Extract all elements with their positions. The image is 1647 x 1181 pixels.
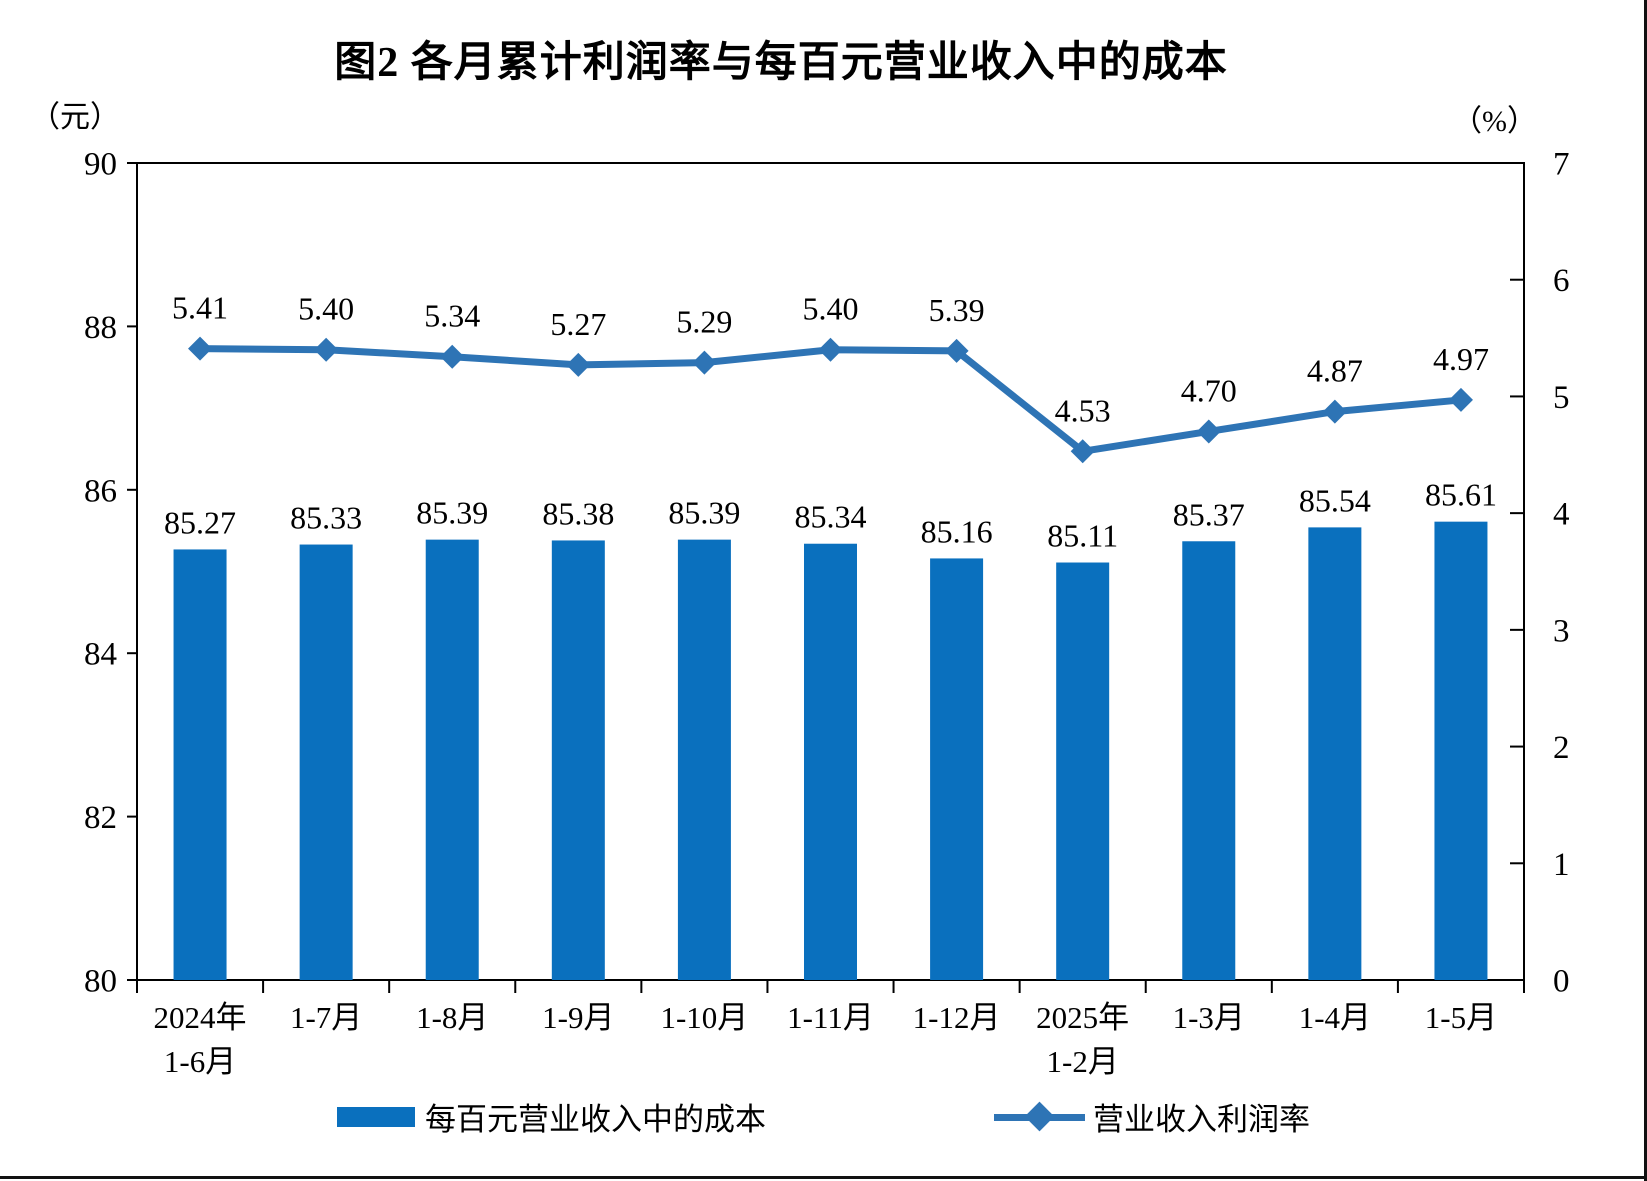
line-data-label: 4.53 [1055, 392, 1111, 428]
right-axis-tick-label: 2 [1553, 730, 1570, 766]
left-axis-tick-label: 88 [84, 310, 117, 346]
x-axis-category-label: 1-6月 [164, 1044, 236, 1079]
page-bottom-border [0, 1176, 1647, 1179]
bar [551, 540, 605, 980]
bar [677, 539, 731, 980]
bar [1056, 562, 1110, 980]
line-data-label: 5.29 [676, 304, 732, 340]
x-axis-category-label: 1-10月 [660, 1000, 748, 1035]
line-diamond-marker-icon [944, 338, 969, 363]
bar-data-label: 85.34 [795, 499, 867, 535]
x-axis-category-label: 1-5月 [1425, 1000, 1497, 1035]
right-axis: 7 6 5 4 3 2 1 0 [1510, 147, 1570, 1000]
right-axis-tick-label: 3 [1553, 613, 1570, 649]
x-axis-category-label: 1-11月 [787, 1000, 874, 1035]
x-axis-category-label: 1-2月 [1047, 1044, 1119, 1079]
bar-data-label: 85.61 [1425, 477, 1497, 513]
x-axis: 2024年 1-6月 1-7月 1-8月 1-9月 1-10月 1-11月 1-12月 2025… [136, 980, 1525, 1079]
left-axis-tick-label: 82 [84, 800, 117, 836]
line-path [200, 345, 1462, 455]
line-data-label: 5.27 [550, 306, 606, 342]
bar [425, 539, 479, 980]
line-diamond-marker-icon [188, 336, 213, 361]
page-right-border [1644, 0, 1647, 1181]
left-axis-unit-label: （元） [30, 101, 120, 134]
chart-title: 图2 各月累计利润率与每百元营业收入中的成本 [334, 40, 1228, 86]
left-axis-tick-label: 90 [84, 147, 117, 183]
line-diamond-marker-icon [566, 352, 591, 377]
line-diamond-marker-icon [1322, 399, 1347, 424]
right-axis-tick-label: 1 [1553, 847, 1570, 883]
bar-data-label: 85.11 [1047, 518, 1118, 554]
line-diamond-marker-icon [1070, 439, 1095, 464]
line-data-label: 4.87 [1307, 353, 1363, 389]
right-axis-tick-label: 4 [1553, 497, 1570, 533]
x-axis-category-label: 1-4月 [1299, 1000, 1371, 1035]
bar [299, 544, 353, 980]
legend-line-diamond-swatch-icon [994, 1101, 1085, 1131]
line-diamond-marker-icon [692, 350, 717, 375]
bar-data-label: 85.33 [290, 500, 362, 536]
bar [1434, 521, 1488, 980]
x-axis-category-label: 1-3月 [1173, 1000, 1245, 1035]
x-axis-category-label: 1-12月 [913, 1000, 1001, 1035]
bar [930, 558, 984, 980]
left-axis-tick-label: 86 [84, 473, 117, 509]
bar-data-label: 85.27 [164, 504, 236, 540]
line-data-label: 5.40 [803, 291, 859, 327]
line-data-label: 5.39 [929, 292, 985, 328]
line-data-label: 4.70 [1181, 372, 1237, 408]
line-data-label: 5.34 [424, 298, 480, 334]
right-axis-tick-label: 6 [1553, 263, 1570, 299]
line-series: 5.41 5.40 5.34 5.27 5.29 5.40 5.39 4.53 4.70 4.87… [172, 290, 1489, 464]
x-axis-category-label: 1-7月 [290, 1000, 362, 1035]
bar [1308, 527, 1362, 980]
line-data-label: 5.41 [172, 290, 228, 326]
right-axis-tick-label: 5 [1553, 380, 1570, 416]
bar-data-label: 85.39 [668, 495, 740, 531]
left-axis: 90 88 86 84 82 80 [84, 147, 137, 1000]
line-diamond-marker-icon [1448, 387, 1473, 412]
x-axis-category-label: 1-8月 [416, 1000, 488, 1035]
bar-data-label: 85.54 [1299, 482, 1371, 518]
legend-label-cost: 每百元营业收入中的成本 [425, 1102, 766, 1137]
line-diamond-marker-icon [314, 337, 339, 362]
right-axis-tick-label: 0 [1553, 964, 1570, 1000]
left-axis-tick-label: 84 [84, 637, 117, 673]
bar [173, 549, 227, 980]
legend-label-margin: 营业收入利润率 [1093, 1102, 1310, 1137]
x-axis-category-label: 2024年 [154, 1000, 247, 1035]
bar-data-label: 85.37 [1173, 496, 1245, 532]
line-diamond-marker-icon [818, 337, 843, 362]
x-axis-category-label: 1-9月 [542, 1000, 614, 1035]
legend-diamond-icon [1024, 1101, 1055, 1131]
line-diamond-marker-icon [1196, 419, 1221, 444]
left-axis-tick-label: 80 [84, 964, 117, 1000]
bar [1182, 541, 1236, 980]
bar-data-label: 85.39 [416, 495, 488, 531]
bar-series: 85.27 85.33 85.39 85.38 85.39 85.34 85.16 85.11… [164, 477, 1497, 980]
legend-bar-swatch-icon [337, 1106, 415, 1127]
bar-data-label: 85.38 [542, 495, 614, 531]
line-data-label: 5.40 [298, 291, 354, 327]
bar-data-label: 85.16 [921, 513, 993, 549]
line-diamond-marker-icon [440, 344, 465, 369]
legend-item-cost: 每百元营业收入中的成本 [337, 1094, 766, 1139]
legend-item-margin: 营业收入利润率 [994, 1094, 1310, 1139]
right-axis-tick-label: 7 [1553, 147, 1570, 183]
x-axis-category-label: 2025年 [1036, 1000, 1129, 1035]
line-data-label: 4.97 [1433, 341, 1489, 377]
bar [804, 543, 857, 980]
right-axis-unit-label: （%） [1452, 105, 1537, 138]
